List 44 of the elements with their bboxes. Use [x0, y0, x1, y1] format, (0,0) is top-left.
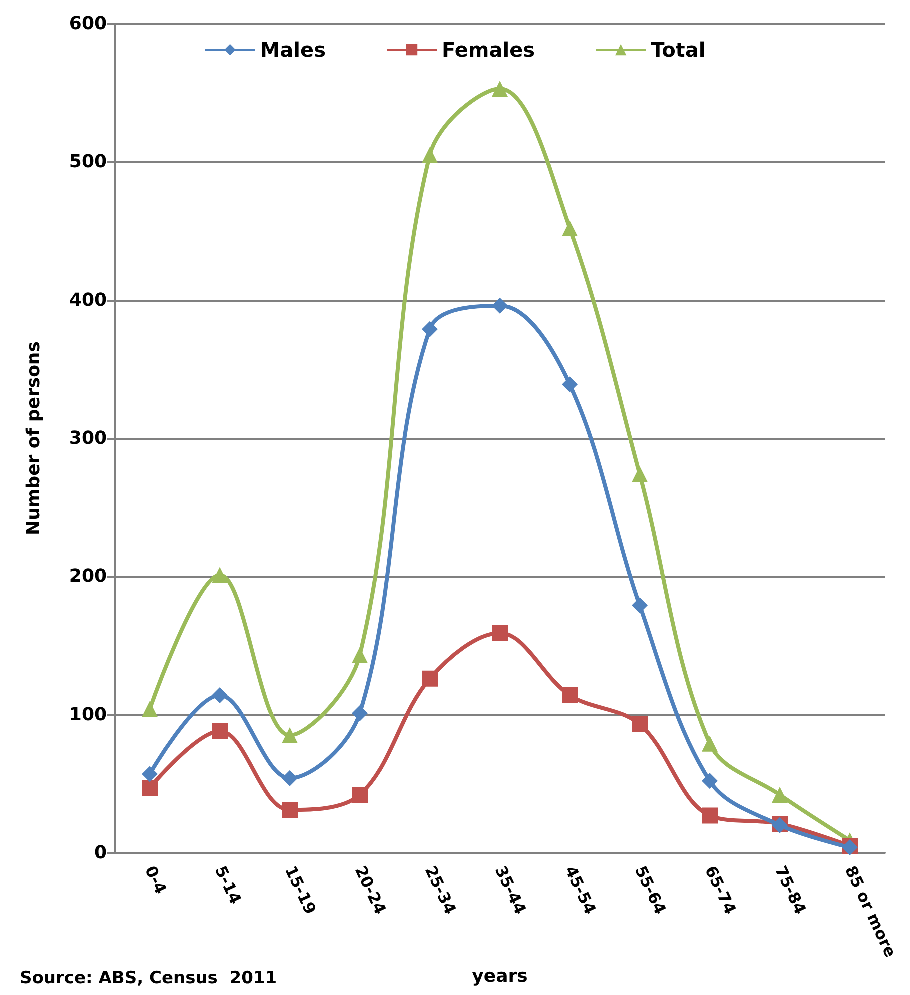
point — [422, 670, 438, 687]
point — [352, 786, 368, 803]
y-tick-label: 500 — [69, 152, 107, 173]
point — [142, 766, 158, 782]
point — [492, 80, 508, 97]
y-tick-label: 400 — [69, 290, 107, 311]
y-tick-label: 600 — [69, 14, 107, 34]
legend-label: Males — [260, 38, 326, 62]
legend-label: Total — [651, 38, 706, 62]
x-tick-label: 0-4 — [141, 862, 171, 898]
point — [282, 802, 298, 818]
point — [562, 687, 578, 704]
point — [702, 808, 718, 824]
point — [562, 376, 578, 393]
point — [632, 716, 648, 733]
point — [632, 598, 648, 614]
point — [632, 466, 648, 482]
point — [282, 770, 298, 786]
point — [772, 786, 788, 803]
point — [422, 147, 438, 164]
legend-label: Females — [442, 38, 536, 62]
source-note: Source: ABS, Census 2011 — [20, 968, 278, 988]
point — [212, 567, 228, 584]
y-tick-label: 300 — [69, 428, 107, 449]
x-tick-label: 5-14 — [211, 862, 246, 908]
point — [702, 773, 718, 790]
point — [562, 220, 578, 236]
point — [212, 687, 228, 704]
point — [282, 728, 298, 744]
point — [702, 736, 718, 752]
y-axis-title: Number of persons — [24, 342, 44, 536]
point — [212, 723, 228, 740]
point — [352, 705, 368, 722]
point — [422, 321, 438, 338]
y-tick-label: 200 — [69, 566, 107, 588]
x-axis-title: years — [472, 966, 528, 987]
y-tick-label: 100 — [69, 704, 107, 726]
point — [352, 647, 368, 664]
point — [142, 780, 158, 796]
y-tick-label: 0 — [94, 842, 107, 864]
point — [492, 298, 508, 314]
point — [142, 701, 158, 718]
point — [492, 625, 508, 642]
x-tick-label: 85 or more — [841, 862, 900, 961]
